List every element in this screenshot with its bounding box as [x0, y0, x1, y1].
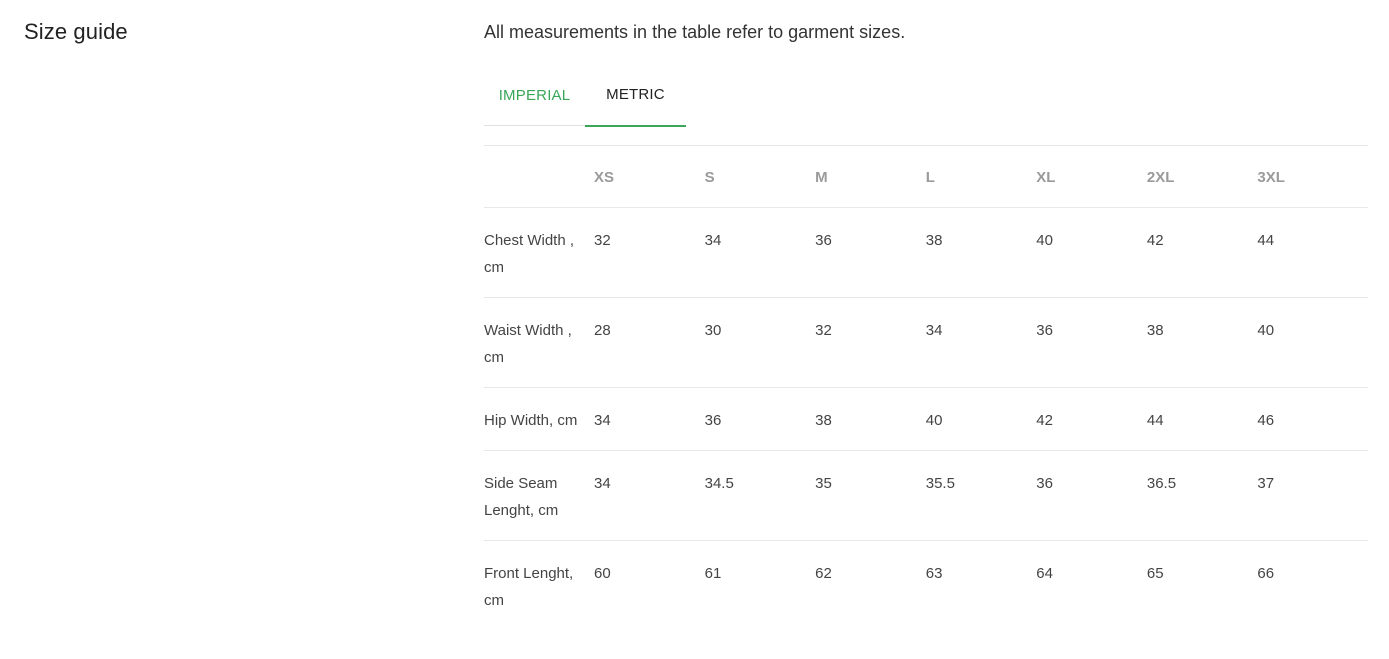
header-cell-s: S [704, 146, 816, 208]
tab-imperial[interactable]: IMPERIAL [498, 87, 571, 104]
table-row: Front Lenght, cm 60 61 62 63 64 65 66 [484, 540, 1368, 630]
table-cell: 36.5 [1146, 450, 1258, 541]
row-label-hip-width: Hip Width, cm [484, 387, 595, 451]
table-cell: 34 [594, 450, 705, 541]
table-cell: 40 [925, 387, 1037, 451]
unit-tabs: IMPERIAL METRIC [484, 66, 1368, 127]
table-header-row: XS S M L XL 2XL 3XL [484, 146, 1368, 208]
page-title: Size guide [24, 19, 128, 44]
header-cell-empty [484, 146, 595, 208]
table-cell: 34 [925, 297, 1037, 388]
header-cell-xl: XL [1036, 146, 1147, 208]
table-cell: 61 [704, 564, 722, 582]
table-cell: 35 [815, 450, 926, 541]
table-row: Hip Width, cm 34 36 38 40 42 44 46 [484, 387, 1368, 451]
tab-metric[interactable]: METRIC [585, 66, 686, 127]
table-cell: 36 [1036, 297, 1147, 388]
table-cell: 36 [704, 387, 816, 451]
table-cell: 60 [594, 564, 611, 582]
table-cell: 66 [1257, 564, 1275, 582]
table-cell: 46 [1257, 387, 1368, 451]
table-cell: 42 [1146, 207, 1258, 298]
table-cell: 65 [1146, 564, 1164, 582]
table-cell: 36 [1036, 450, 1147, 541]
size-table: XS S M L XL 2XL 3XL Chest Width , cm 32 … [484, 146, 1368, 630]
table-cell: 40 [1036, 207, 1147, 298]
header-cell-m: M [815, 146, 926, 208]
table-cell: 32 [815, 297, 926, 388]
table-cell: 63 [925, 564, 943, 582]
table-cell: 64 [1036, 564, 1053, 582]
table-cell: 28 [594, 297, 705, 388]
table-cell: 37 [1257, 450, 1368, 541]
intro-text: All measurements in the table refer to g… [484, 22, 906, 42]
row-label-chest-width: Chest Width , cm [484, 207, 595, 298]
table-cell: 62 [815, 564, 832, 582]
table-cell: 38 [1146, 297, 1258, 388]
table-top-divider [484, 145, 1368, 146]
table-cell: 34.5 [704, 450, 816, 541]
table-cell: 32 [594, 207, 705, 298]
table-cell: 40 [1257, 297, 1368, 388]
header-cell-2xl: 2XL [1146, 146, 1258, 208]
table-cell: 38 [815, 387, 926, 451]
table-row: Side Seam Lenght, cm 34 34.5 35 35.5 36 … [484, 450, 1368, 541]
table-cell: 44 [1146, 387, 1258, 451]
row-label-waist-width: Waist Width , cm [484, 297, 595, 388]
header-cell-l: L [925, 146, 1037, 208]
table-cell: 44 [1257, 207, 1368, 298]
table-cell: 35.5 [925, 450, 1037, 541]
table-row: Waist Width , cm 28 30 32 34 36 38 40 [484, 297, 1368, 388]
header-cell-3xl: 3XL [1257, 146, 1368, 208]
table-cell: 36 [815, 207, 926, 298]
row-label-front-length: Front Lenght, cm [484, 564, 574, 609]
table-cell: 30 [704, 297, 816, 388]
table-cell: 42 [1036, 387, 1147, 451]
row-label-side-seam-length: Side Seam Lenght, cm [484, 450, 595, 541]
table-row: Chest Width , cm 32 34 36 38 40 42 44 [484, 207, 1368, 298]
table-cell: 34 [704, 207, 816, 298]
header-cell-xs: XS [594, 146, 705, 208]
table-cell: 38 [925, 207, 1037, 298]
table-cell: 34 [594, 387, 705, 451]
